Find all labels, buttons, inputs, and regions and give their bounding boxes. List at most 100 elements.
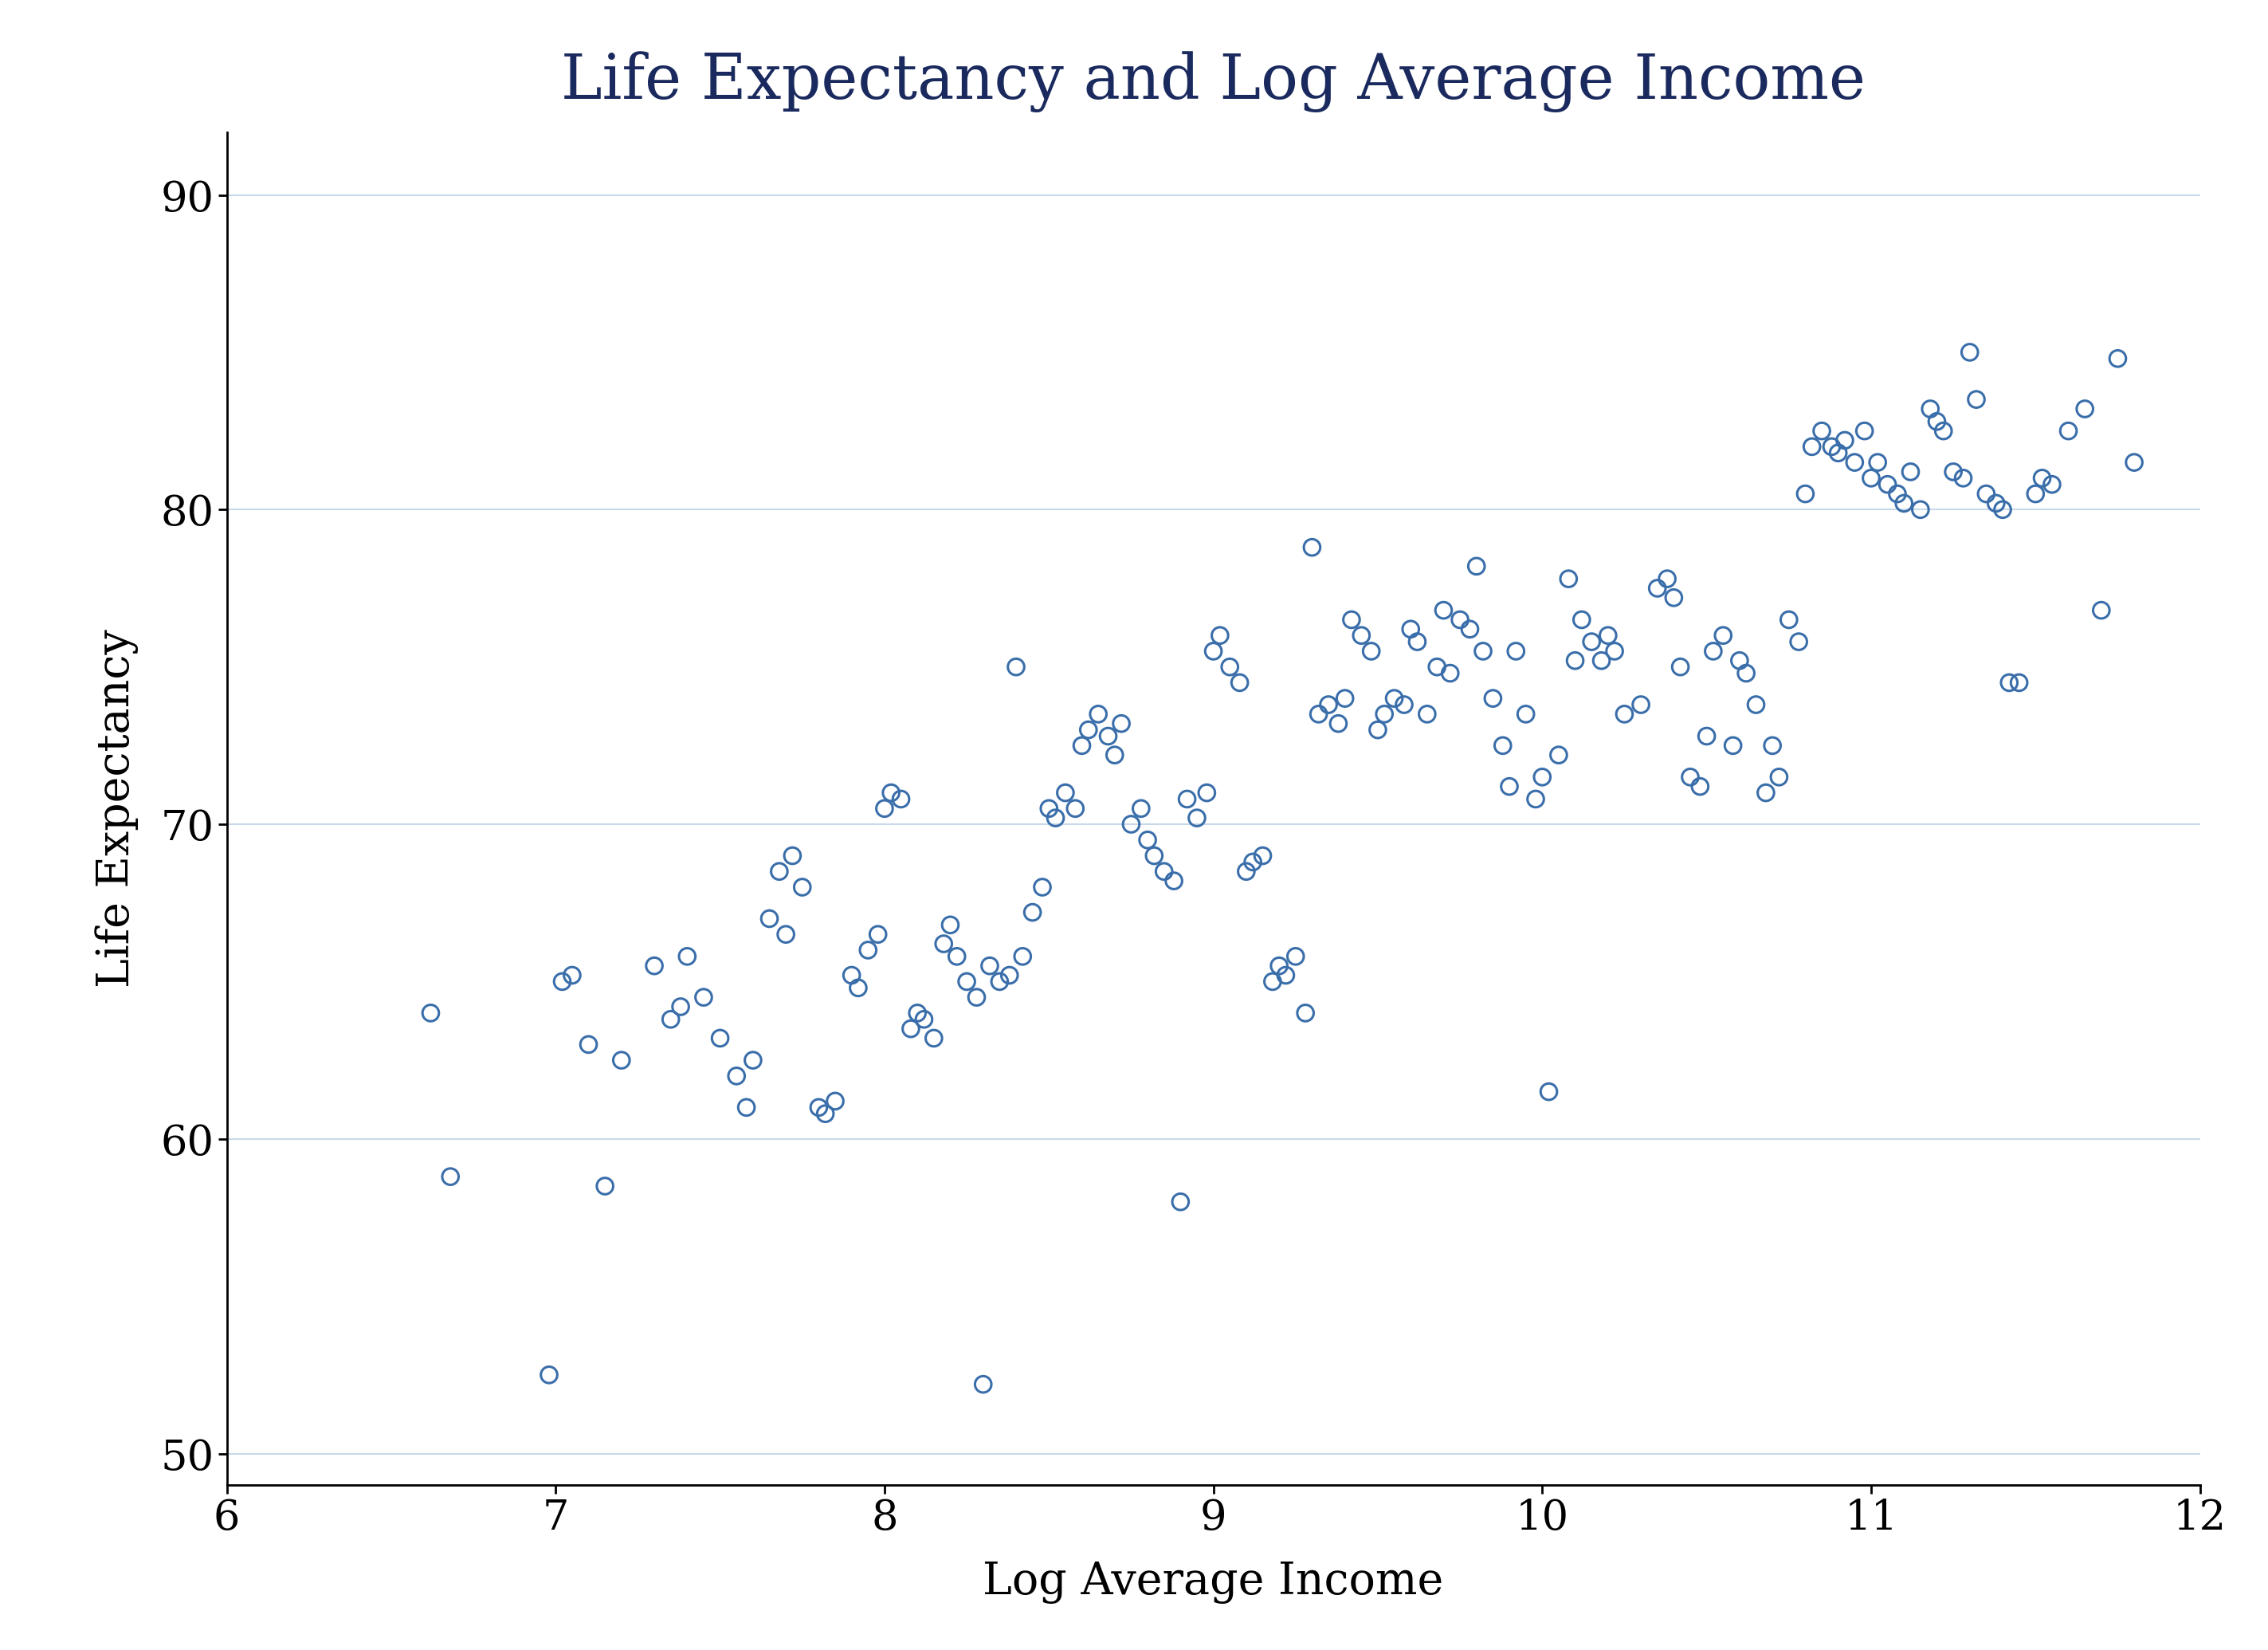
Point	[1048, 779, 1084, 805]
Point	[1365, 701, 1402, 728]
Point	[1036, 805, 1073, 832]
Point	[1753, 733, 1789, 759]
Point	[1706, 622, 1742, 648]
Point	[894, 1015, 930, 1041]
Point	[751, 906, 787, 932]
Point	[1640, 576, 1676, 602]
Point	[1334, 607, 1370, 634]
Point	[1057, 795, 1093, 822]
Point	[2050, 417, 2087, 444]
Point	[1014, 899, 1050, 926]
Point	[1583, 647, 1619, 673]
Point	[603, 1048, 640, 1074]
Title: Life Expectancy and Log Average Income: Life Expectancy and Log Average Income	[560, 51, 1867, 112]
Point	[1846, 417, 1882, 444]
Point	[1320, 711, 1356, 738]
Point	[1179, 805, 1216, 832]
Point	[1814, 434, 1851, 460]
Point	[1880, 480, 1916, 507]
Point	[850, 937, 887, 964]
Point	[1721, 647, 1758, 673]
Point	[1524, 764, 1560, 790]
Point	[1442, 607, 1479, 634]
Point	[1288, 1000, 1325, 1026]
Point	[1780, 629, 1817, 655]
Point	[413, 1000, 449, 1026]
Point	[1277, 944, 1313, 970]
Point	[2100, 345, 2136, 371]
Point	[1195, 639, 1232, 665]
Point	[1946, 465, 1982, 492]
Point	[1563, 607, 1599, 634]
Point	[1188, 779, 1225, 805]
Point	[1551, 566, 1588, 592]
Point	[773, 843, 810, 870]
Point	[1837, 449, 1873, 475]
Point	[762, 858, 798, 884]
Point	[1030, 795, 1066, 822]
Point	[1794, 434, 1830, 460]
Point	[1327, 685, 1363, 711]
Point	[905, 1006, 941, 1033]
Point	[685, 983, 721, 1010]
Point	[1211, 653, 1247, 680]
Point	[1359, 716, 1395, 742]
Point	[728, 1094, 764, 1120]
Point	[1885, 490, 1921, 516]
Point	[1222, 670, 1259, 696]
Point	[1656, 584, 1692, 610]
Point	[998, 653, 1034, 680]
Point	[1624, 691, 1660, 718]
Point	[2066, 396, 2102, 422]
Point	[860, 921, 896, 947]
Point	[2116, 449, 2152, 475]
Point	[1508, 701, 1545, 728]
Point	[816, 1087, 853, 1114]
Point	[1715, 733, 1751, 759]
Point	[1903, 497, 1939, 523]
Point	[1424, 597, 1461, 624]
Point	[1311, 691, 1347, 718]
Point	[653, 1006, 689, 1033]
Point	[1687, 723, 1724, 749]
Point	[966, 1371, 1002, 1398]
Point	[1161, 1188, 1198, 1214]
Point	[1683, 774, 1719, 800]
Point	[1136, 843, 1173, 870]
Point	[1070, 716, 1107, 742]
Point	[2082, 597, 2118, 624]
Point	[1399, 629, 1436, 655]
Point	[882, 785, 919, 812]
Point	[948, 969, 984, 995]
Point	[1728, 660, 1765, 686]
Point	[1268, 962, 1304, 988]
Point	[1826, 427, 1862, 454]
Point	[1490, 774, 1526, 800]
Point	[1803, 417, 1839, 444]
Point	[1393, 615, 1429, 642]
Point	[735, 1048, 771, 1074]
Point	[1064, 733, 1100, 759]
Point	[1102, 711, 1139, 738]
Point	[1694, 639, 1730, 665]
Point	[1984, 497, 2021, 523]
Point	[1760, 764, 1796, 790]
Point	[1245, 843, 1281, 870]
Point	[1486, 733, 1522, 759]
Point	[1919, 408, 1955, 434]
Point	[1168, 785, 1204, 812]
Point	[832, 962, 869, 988]
Point	[1091, 723, 1127, 749]
Point	[1869, 472, 1905, 498]
Point	[939, 944, 975, 970]
Point	[1497, 639, 1533, 665]
Point	[1991, 670, 2028, 696]
Point	[1590, 622, 1626, 648]
Point	[1737, 691, 1774, 718]
Point	[1672, 764, 1708, 790]
Point	[1540, 742, 1576, 769]
Point	[1095, 742, 1132, 769]
Point	[1892, 459, 1928, 485]
Point	[1234, 848, 1270, 875]
Point	[1354, 639, 1390, 665]
